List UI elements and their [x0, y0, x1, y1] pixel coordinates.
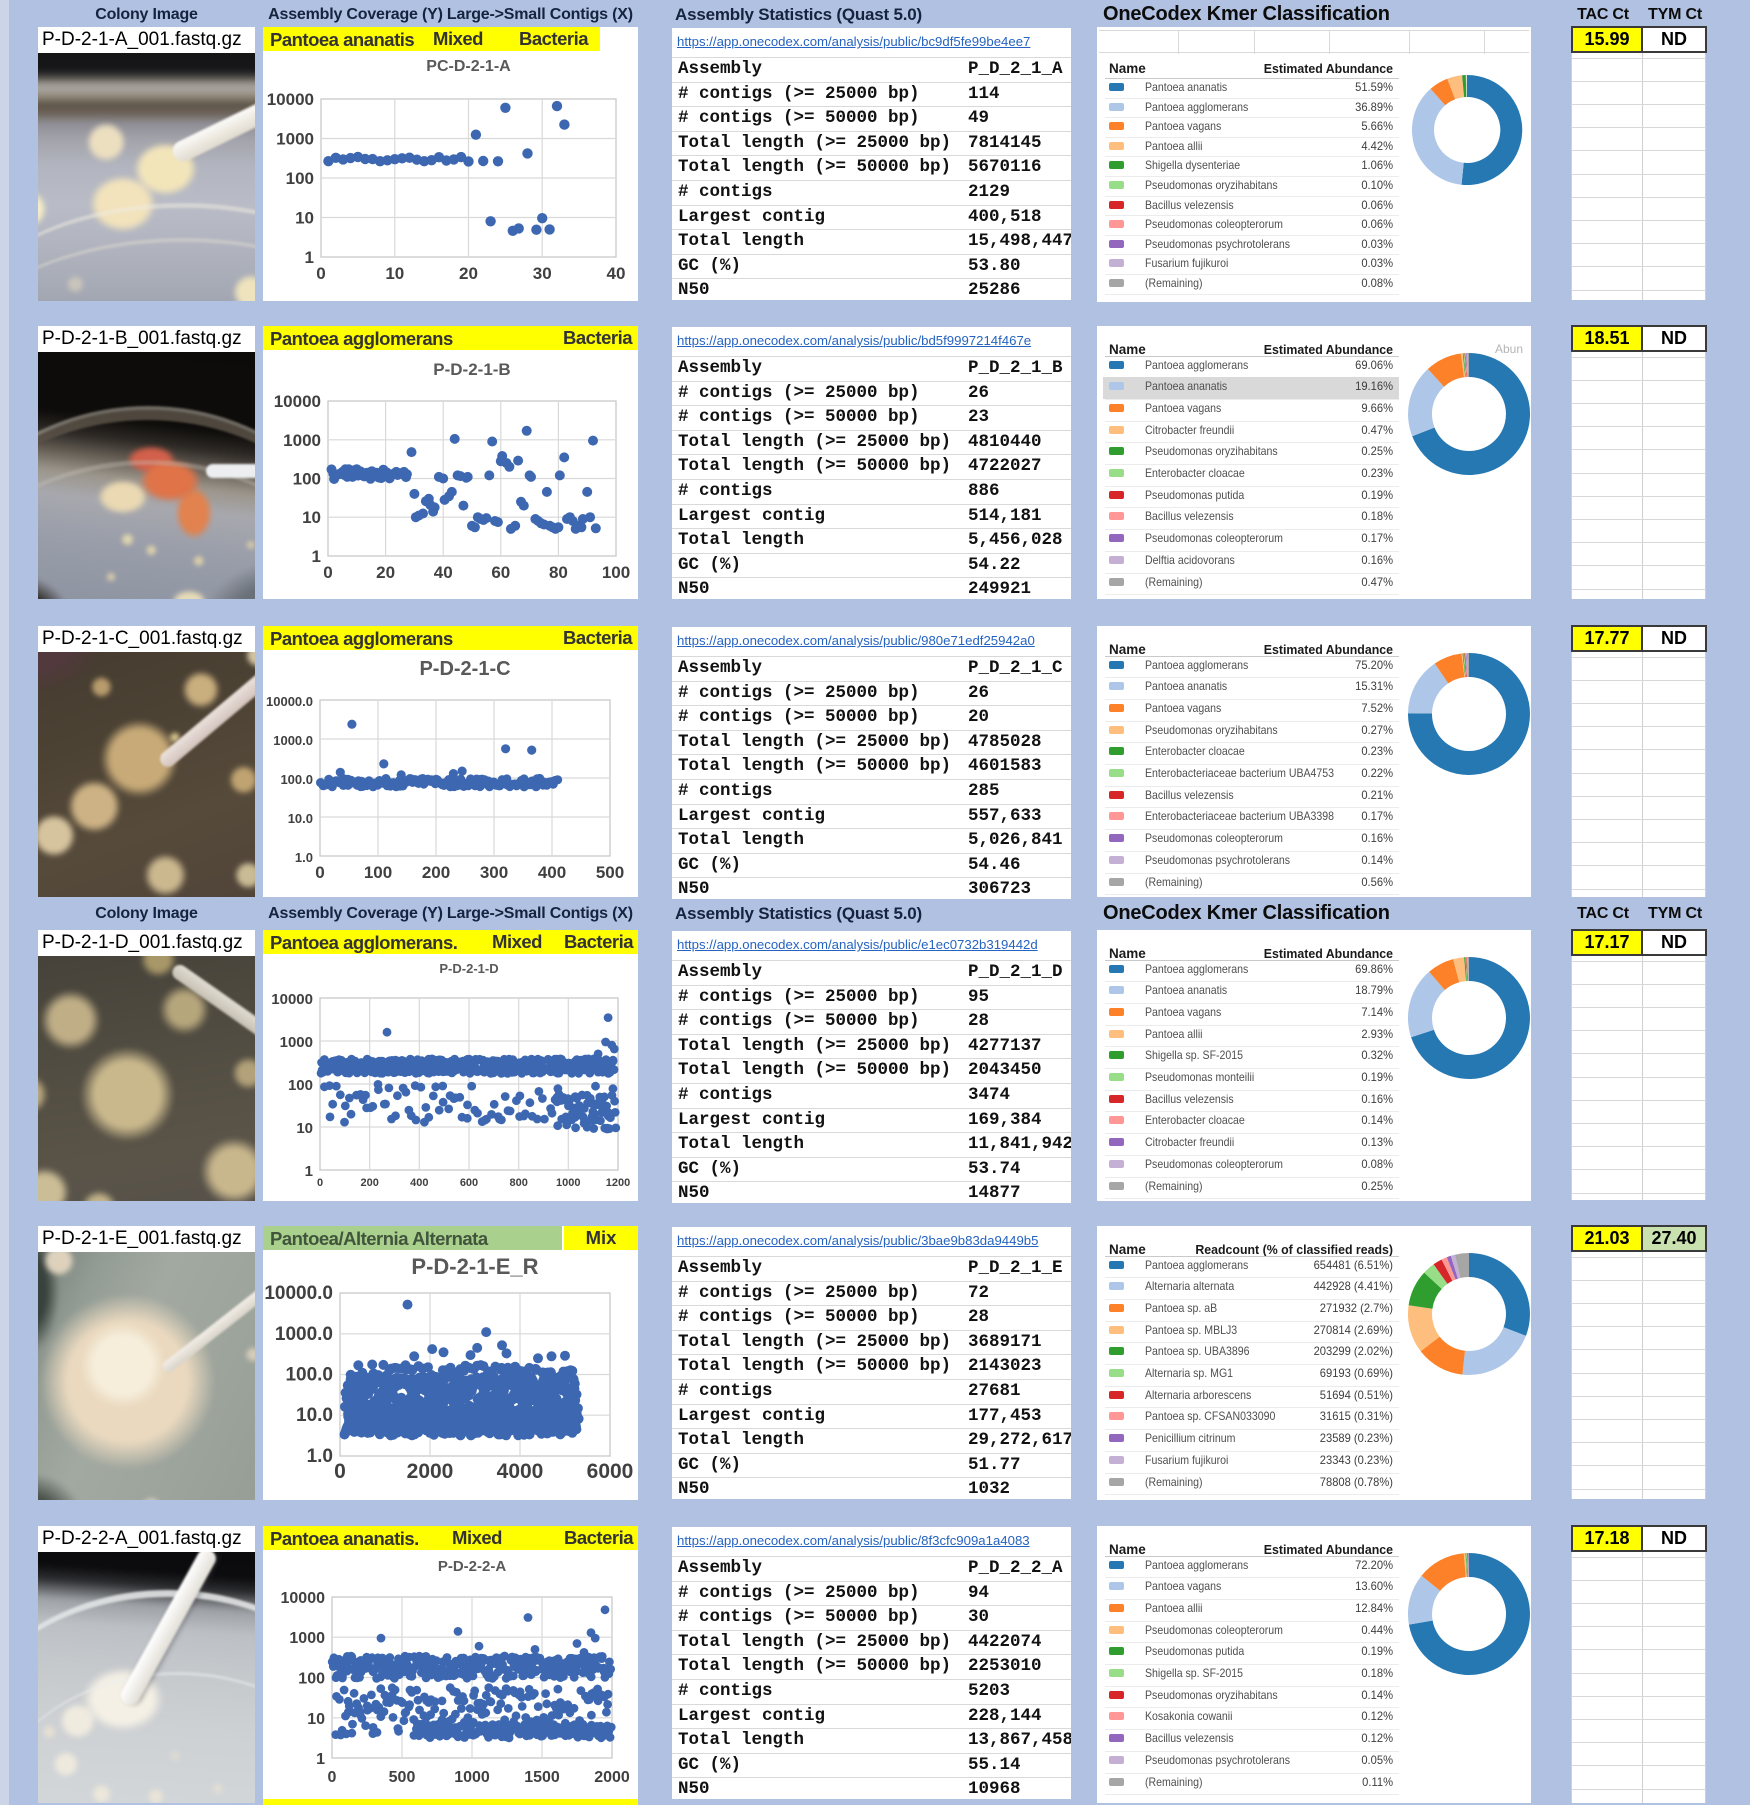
svg-text:0: 0 [316, 264, 325, 283]
svg-text:10: 10 [307, 1711, 325, 1728]
svg-text:60: 60 [491, 563, 510, 582]
svg-text:500: 500 [389, 1769, 416, 1786]
svg-text:10000: 10000 [274, 392, 321, 411]
svg-text:6000: 6000 [587, 1460, 634, 1483]
svg-text:1000: 1000 [556, 1177, 580, 1189]
svg-text:600: 600 [460, 1177, 478, 1189]
svg-text:1000.0: 1000.0 [275, 1324, 333, 1345]
svg-text:2000: 2000 [407, 1460, 454, 1483]
svg-text:P-D-2-2-A: P-D-2-2-A [438, 1558, 507, 1575]
svg-text:1.0: 1.0 [295, 850, 313, 865]
svg-text:P-D-2-1-D: P-D-2-1-D [439, 961, 498, 976]
svg-text:400: 400 [538, 863, 566, 882]
svg-text:1: 1 [305, 248, 314, 267]
svg-text:10000.0: 10000.0 [266, 694, 313, 709]
svg-text:30: 30 [533, 264, 552, 283]
svg-text:100: 100 [364, 863, 392, 882]
svg-text:0: 0 [315, 863, 324, 882]
svg-text:1: 1 [312, 547, 321, 566]
svg-text:100.0: 100.0 [285, 1365, 333, 1386]
svg-text:10000.0: 10000.0 [264, 1283, 333, 1304]
svg-text:P-D-2-1-E_R: P-D-2-1-E_R [411, 1254, 538, 1279]
svg-text:100: 100 [288, 1077, 313, 1094]
svg-text:200: 200 [422, 863, 450, 882]
svg-text:10: 10 [296, 1120, 313, 1137]
svg-text:10000: 10000 [281, 1590, 326, 1607]
svg-text:P-D-2-1-C: P-D-2-1-C [419, 658, 510, 680]
svg-text:1500: 1500 [524, 1769, 560, 1786]
svg-text:100.0: 100.0 [280, 772, 313, 787]
svg-text:20: 20 [459, 264, 478, 283]
svg-text:100: 100 [293, 470, 321, 489]
svg-text:10000: 10000 [267, 90, 314, 109]
svg-text:80: 80 [549, 563, 568, 582]
svg-text:0: 0 [323, 563, 332, 582]
svg-text:10000: 10000 [271, 991, 313, 1008]
svg-text:10: 10 [302, 508, 321, 527]
svg-text:4000: 4000 [497, 1460, 544, 1483]
svg-text:10: 10 [295, 209, 314, 228]
svg-text:100: 100 [286, 169, 314, 188]
svg-text:PC-D-2-1-A: PC-D-2-1-A [426, 58, 511, 75]
svg-text:1000: 1000 [454, 1769, 490, 1786]
svg-text:0: 0 [328, 1769, 337, 1786]
svg-text:100: 100 [298, 1671, 325, 1688]
svg-text:1.0: 1.0 [307, 1446, 333, 1467]
svg-text:1: 1 [305, 1163, 313, 1180]
svg-text:800: 800 [510, 1177, 528, 1189]
svg-text:1000.0: 1000.0 [273, 733, 313, 748]
svg-text:100: 100 [602, 563, 630, 582]
svg-text:1: 1 [316, 1751, 325, 1768]
svg-text:0: 0 [317, 1177, 323, 1189]
svg-text:40: 40 [607, 264, 626, 283]
svg-text:10.0: 10.0 [288, 811, 313, 826]
svg-text:10.0: 10.0 [296, 1405, 333, 1426]
svg-text:0: 0 [334, 1460, 346, 1483]
svg-text:2000: 2000 [594, 1769, 630, 1786]
svg-text:20: 20 [376, 563, 395, 582]
svg-text:40: 40 [434, 563, 453, 582]
svg-text:1000: 1000 [283, 431, 321, 450]
svg-text:300: 300 [480, 863, 508, 882]
svg-text:1200: 1200 [606, 1177, 630, 1189]
svg-text:400: 400 [410, 1177, 428, 1189]
svg-text:1000: 1000 [280, 1034, 313, 1051]
svg-text:1000: 1000 [289, 1630, 325, 1647]
svg-text:200: 200 [361, 1177, 379, 1189]
svg-text:P-D-2-1-B: P-D-2-1-B [433, 360, 510, 379]
svg-text:500: 500 [596, 863, 624, 882]
svg-text:10: 10 [385, 264, 404, 283]
svg-text:1000: 1000 [276, 130, 314, 149]
